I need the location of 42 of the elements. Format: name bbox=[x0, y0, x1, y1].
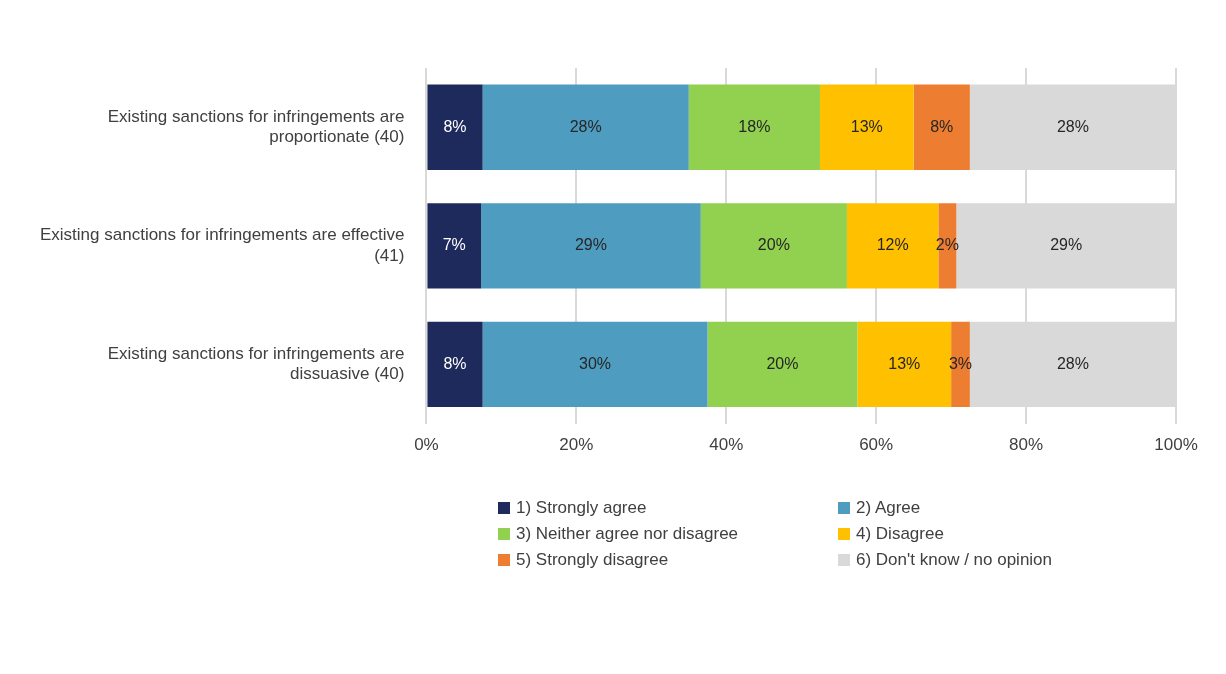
data-label: 13% bbox=[850, 117, 883, 135]
data-label: 29% bbox=[1050, 236, 1083, 254]
y-tick-label: Existing sanctions for infringements are proportionate (40) bbox=[107, 106, 405, 147]
bar bbox=[482, 84, 689, 170]
data-label: 28% bbox=[1056, 117, 1089, 135]
x-tick-label: 0% bbox=[414, 435, 439, 455]
bar bbox=[427, 84, 483, 170]
legend-label: 1) Strongly agree bbox=[516, 498, 647, 518]
data-label: 28% bbox=[1056, 354, 1089, 372]
legend-label: 5) Strongly disagree bbox=[516, 550, 669, 570]
data-label: 12% bbox=[876, 236, 909, 254]
legend-label: 4) Disagree bbox=[856, 524, 944, 544]
data-label: 8% bbox=[930, 117, 954, 135]
data-label: 7% bbox=[442, 236, 466, 254]
legend-label: 3) Neither agree nor disagree bbox=[516, 524, 739, 544]
data-label: 8% bbox=[443, 354, 467, 372]
bar bbox=[427, 203, 482, 289]
bar bbox=[427, 321, 483, 408]
bar bbox=[700, 203, 847, 289]
data-label: 13% bbox=[888, 354, 921, 372]
bar bbox=[482, 321, 708, 408]
data-label: 20% bbox=[766, 354, 799, 372]
bar bbox=[819, 84, 914, 170]
y-tick-label: Existing sanctions for infringements are dissuasive (40) bbox=[107, 343, 405, 384]
bar bbox=[913, 84, 970, 170]
x-tick-label: 80% bbox=[1009, 435, 1044, 455]
legend-label: 2) Agree bbox=[856, 498, 921, 518]
data-label: 29% bbox=[574, 236, 607, 254]
bar bbox=[688, 84, 820, 170]
data-label: 18% bbox=[738, 117, 771, 135]
data-label: 28% bbox=[569, 117, 602, 135]
data-label: 20% bbox=[757, 236, 790, 254]
bar bbox=[707, 321, 858, 408]
bar bbox=[481, 203, 701, 289]
x-tick-label: 20% bbox=[559, 435, 594, 455]
x-tick-label: 100% bbox=[1154, 435, 1198, 455]
y-tick-label: Existing sanctions for infringements are effective (41) bbox=[40, 225, 405, 265]
data-label: 8% bbox=[443, 117, 467, 135]
x-tick-label: 40% bbox=[709, 435, 744, 455]
legend-label: 6) Don't know / no opinion bbox=[856, 550, 1053, 570]
data-label: 30% bbox=[579, 354, 612, 372]
x-tick-label: 60% bbox=[859, 435, 894, 455]
